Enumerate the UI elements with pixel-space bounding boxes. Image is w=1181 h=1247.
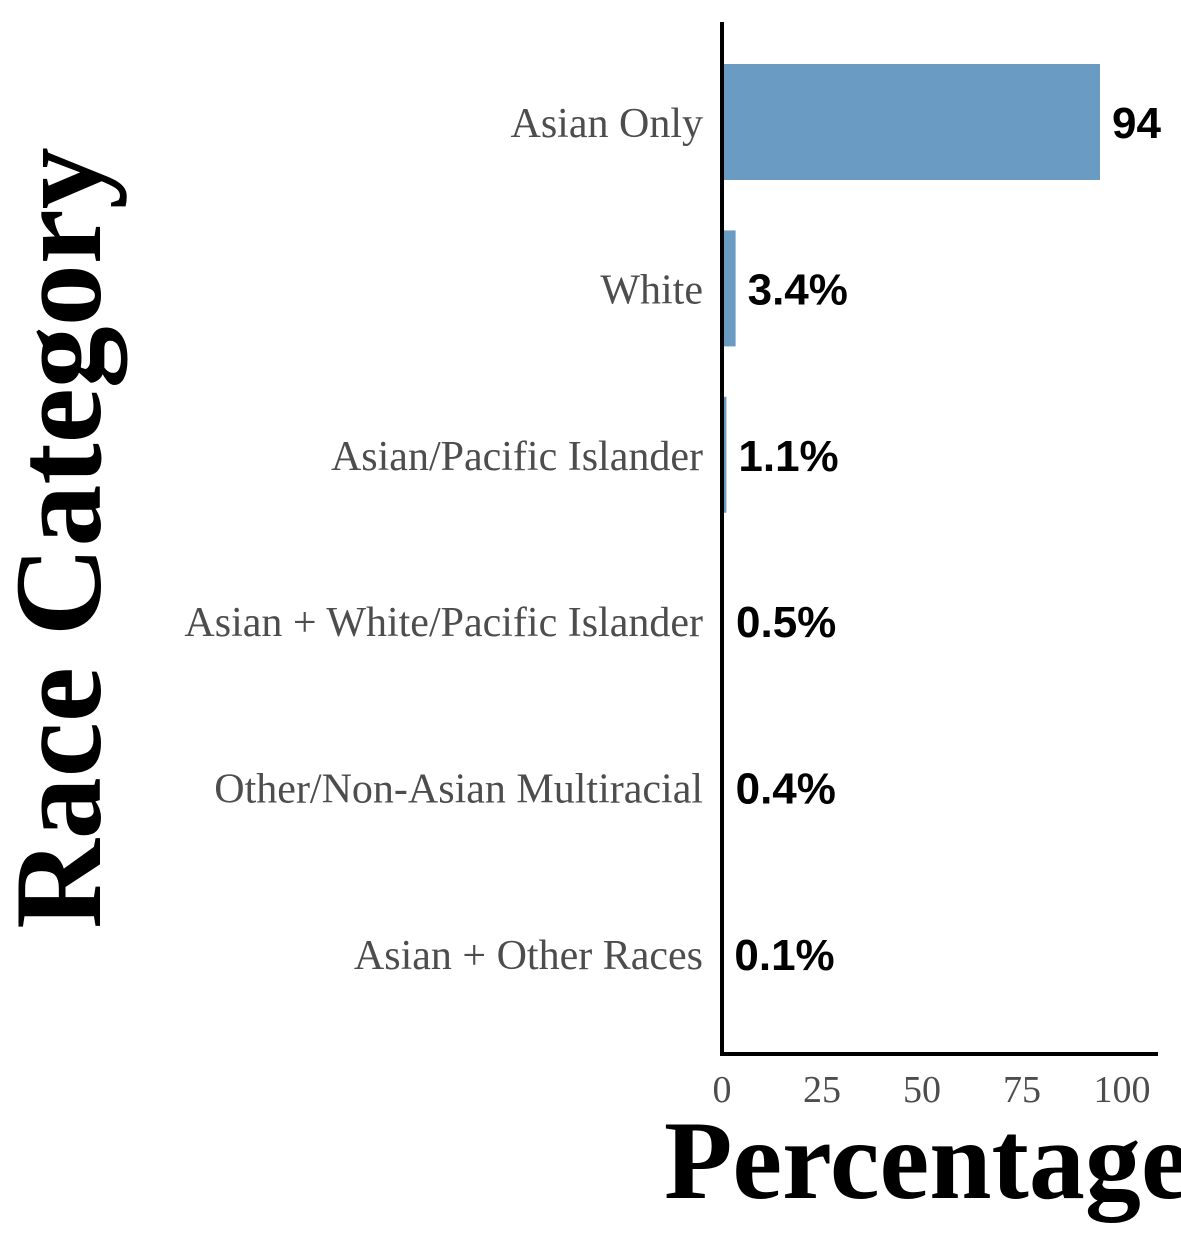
category-label: Asian Only (511, 101, 704, 147)
x-ticks-group: 0 25 50 75 100 (713, 1069, 1151, 1111)
x-tick-label: 100 (1094, 1069, 1151, 1111)
data-labels-group: 94 3.4% 1.1% 0.5% 0.4% 0.1% (734, 99, 1161, 980)
bar (722, 396, 727, 513)
bar (722, 230, 736, 347)
x-tick-label: 25 (803, 1069, 841, 1111)
data-label: 1.1% (738, 432, 838, 481)
data-label: 3.4% (748, 265, 848, 314)
y-axis-title: Race Category (0, 147, 128, 929)
x-tick-label: 0 (713, 1069, 732, 1111)
x-tick-label: 75 (1003, 1069, 1041, 1111)
data-label: 0.1% (734, 931, 834, 980)
x-tick-label: 50 (903, 1069, 941, 1111)
data-label: 94 (1112, 99, 1161, 148)
category-label: White (600, 267, 703, 313)
category-label: Other/Non-Asian Multiracial (214, 767, 703, 813)
data-label: 0.5% (736, 598, 836, 647)
bars-group (722, 64, 1100, 1012)
category-labels-group: Asian Only White Asian/Pacific Islander Asi… (184, 101, 703, 979)
data-label: 0.4% (736, 765, 836, 814)
category-label: Asian + Other Races (354, 933, 703, 979)
bar (722, 64, 1100, 180)
category-label: Asian + White/Pacific Islander (184, 600, 703, 646)
category-label: Asian/Pacific Islander (331, 434, 703, 480)
x-axis-title: Percentage (664, 1099, 1181, 1223)
